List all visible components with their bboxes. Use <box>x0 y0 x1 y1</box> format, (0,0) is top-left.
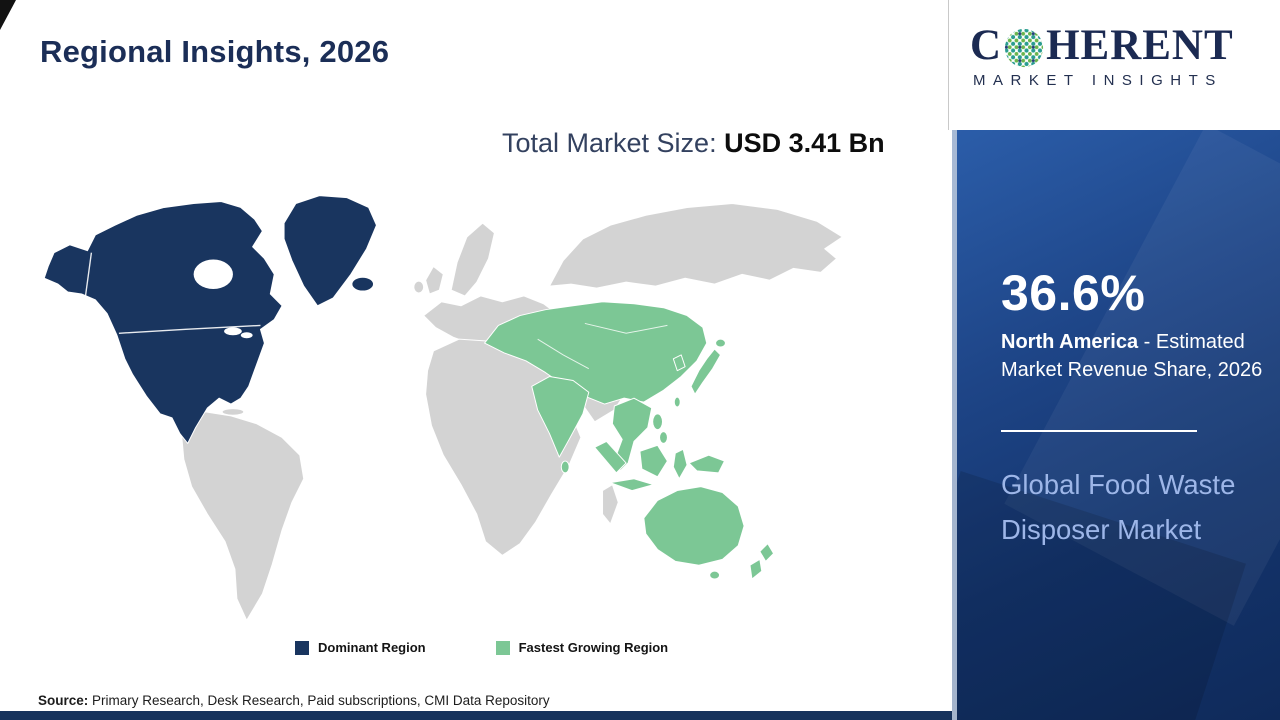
region-north-america <box>43 201 283 444</box>
panel-divider-line <box>1001 430 1197 432</box>
logo-wordmark: C <box>970 24 1234 67</box>
region-philippines-2 <box>659 431 668 444</box>
logo-wordmark-end: HERENT <box>1046 22 1234 69</box>
us-canada-border <box>118 324 261 334</box>
region-cuba <box>221 408 245 416</box>
region-group-growing <box>484 301 775 580</box>
total-market-size: Total Market Size: USD 3.41 Bn <box>502 124 894 163</box>
region-greenland <box>283 195 377 307</box>
region-japan-hokkaido <box>715 338 726 348</box>
bottom-accent-bar <box>0 711 952 720</box>
alaska-border <box>84 252 93 297</box>
world-map <box>28 176 894 638</box>
great-lakes-2 <box>240 332 253 339</box>
dotted-globe-icon <box>1004 28 1044 67</box>
market-share-caption: North America - Estimated Market Revenue… <box>1001 328 1273 385</box>
region-new-zealand-north <box>759 543 775 562</box>
source-text: Primary Research, Desk Research, Paid su… <box>88 693 550 708</box>
region-united-kingdom <box>425 265 444 295</box>
region-philippines <box>652 413 664 431</box>
region-sulawesi <box>672 448 688 480</box>
market-share-value: 36.6% <box>1001 265 1146 321</box>
asia-internal-borders <box>537 322 668 370</box>
region-india <box>531 376 590 458</box>
region-korea <box>672 354 686 372</box>
legend-swatch-dominant <box>295 640 309 655</box>
region-iceland <box>351 276 375 292</box>
region-australia <box>643 486 745 566</box>
region-tasmania <box>709 570 721 580</box>
logo-wordmark-start: C <box>970 22 1003 69</box>
hudson-bay <box>193 259 233 290</box>
corner-accent <box>0 0 16 30</box>
region-sumatra <box>594 440 627 474</box>
region-new-zealand-south <box>749 558 763 580</box>
logo-inner: C <box>970 24 1234 89</box>
region-russia-north-asia <box>548 203 843 289</box>
source-label: Source: <box>38 693 89 708</box>
region-scandinavia <box>450 222 495 297</box>
market-size-value: USD 3.41 Bn <box>724 128 885 158</box>
legend-swatch-growing <box>495 640 510 655</box>
source-note: Source: Primary Research, Desk Research,… <box>38 693 550 708</box>
region-indochina-malay <box>611 397 653 472</box>
legend-item-dominant: Dominant Region <box>295 640 426 655</box>
region-group-dominant <box>43 195 377 444</box>
region-borneo <box>639 444 668 478</box>
region-new-guinea <box>688 454 725 474</box>
region-ireland <box>413 280 425 294</box>
region-group-neutral <box>179 203 843 621</box>
map-water-and-borders <box>84 252 261 339</box>
central-asia-border-line <box>537 338 590 370</box>
region-taiwan <box>673 396 681 408</box>
logo-divider-line <box>948 0 949 130</box>
china-border-line <box>584 322 668 334</box>
share-caption-rest: - Estimated Market Revenue Share, 2026 <box>1001 331 1263 382</box>
page-title: Regional Insights, 2026 <box>40 34 390 69</box>
region-south-america <box>181 411 305 621</box>
region-java <box>609 478 655 492</box>
market-size-label: Total Market Size: <box>502 128 725 158</box>
great-lakes <box>224 327 242 336</box>
region-sri-lanka <box>560 460 570 474</box>
share-region-name: North America <box>1001 331 1139 353</box>
legend-label-growing: Fastest Growing Region <box>518 640 669 655</box>
highlight-side-panel: 36.6% North America - Estimated Market R… <box>952 130 1280 720</box>
logo-subtitle: MARKET INSIGHTS <box>973 72 1223 89</box>
legend-item-growing: Fastest Growing Region <box>495 640 669 655</box>
report-market-name: Global Food Waste Disposer Market <box>1001 469 1236 546</box>
map-legend: Dominant Region Fastest Growing Region <box>295 640 668 655</box>
region-japan <box>690 348 721 395</box>
legend-label-dominant: Dominant Region <box>318 640 426 655</box>
company-logo: C <box>952 0 1280 130</box>
region-madagascar <box>602 484 619 525</box>
